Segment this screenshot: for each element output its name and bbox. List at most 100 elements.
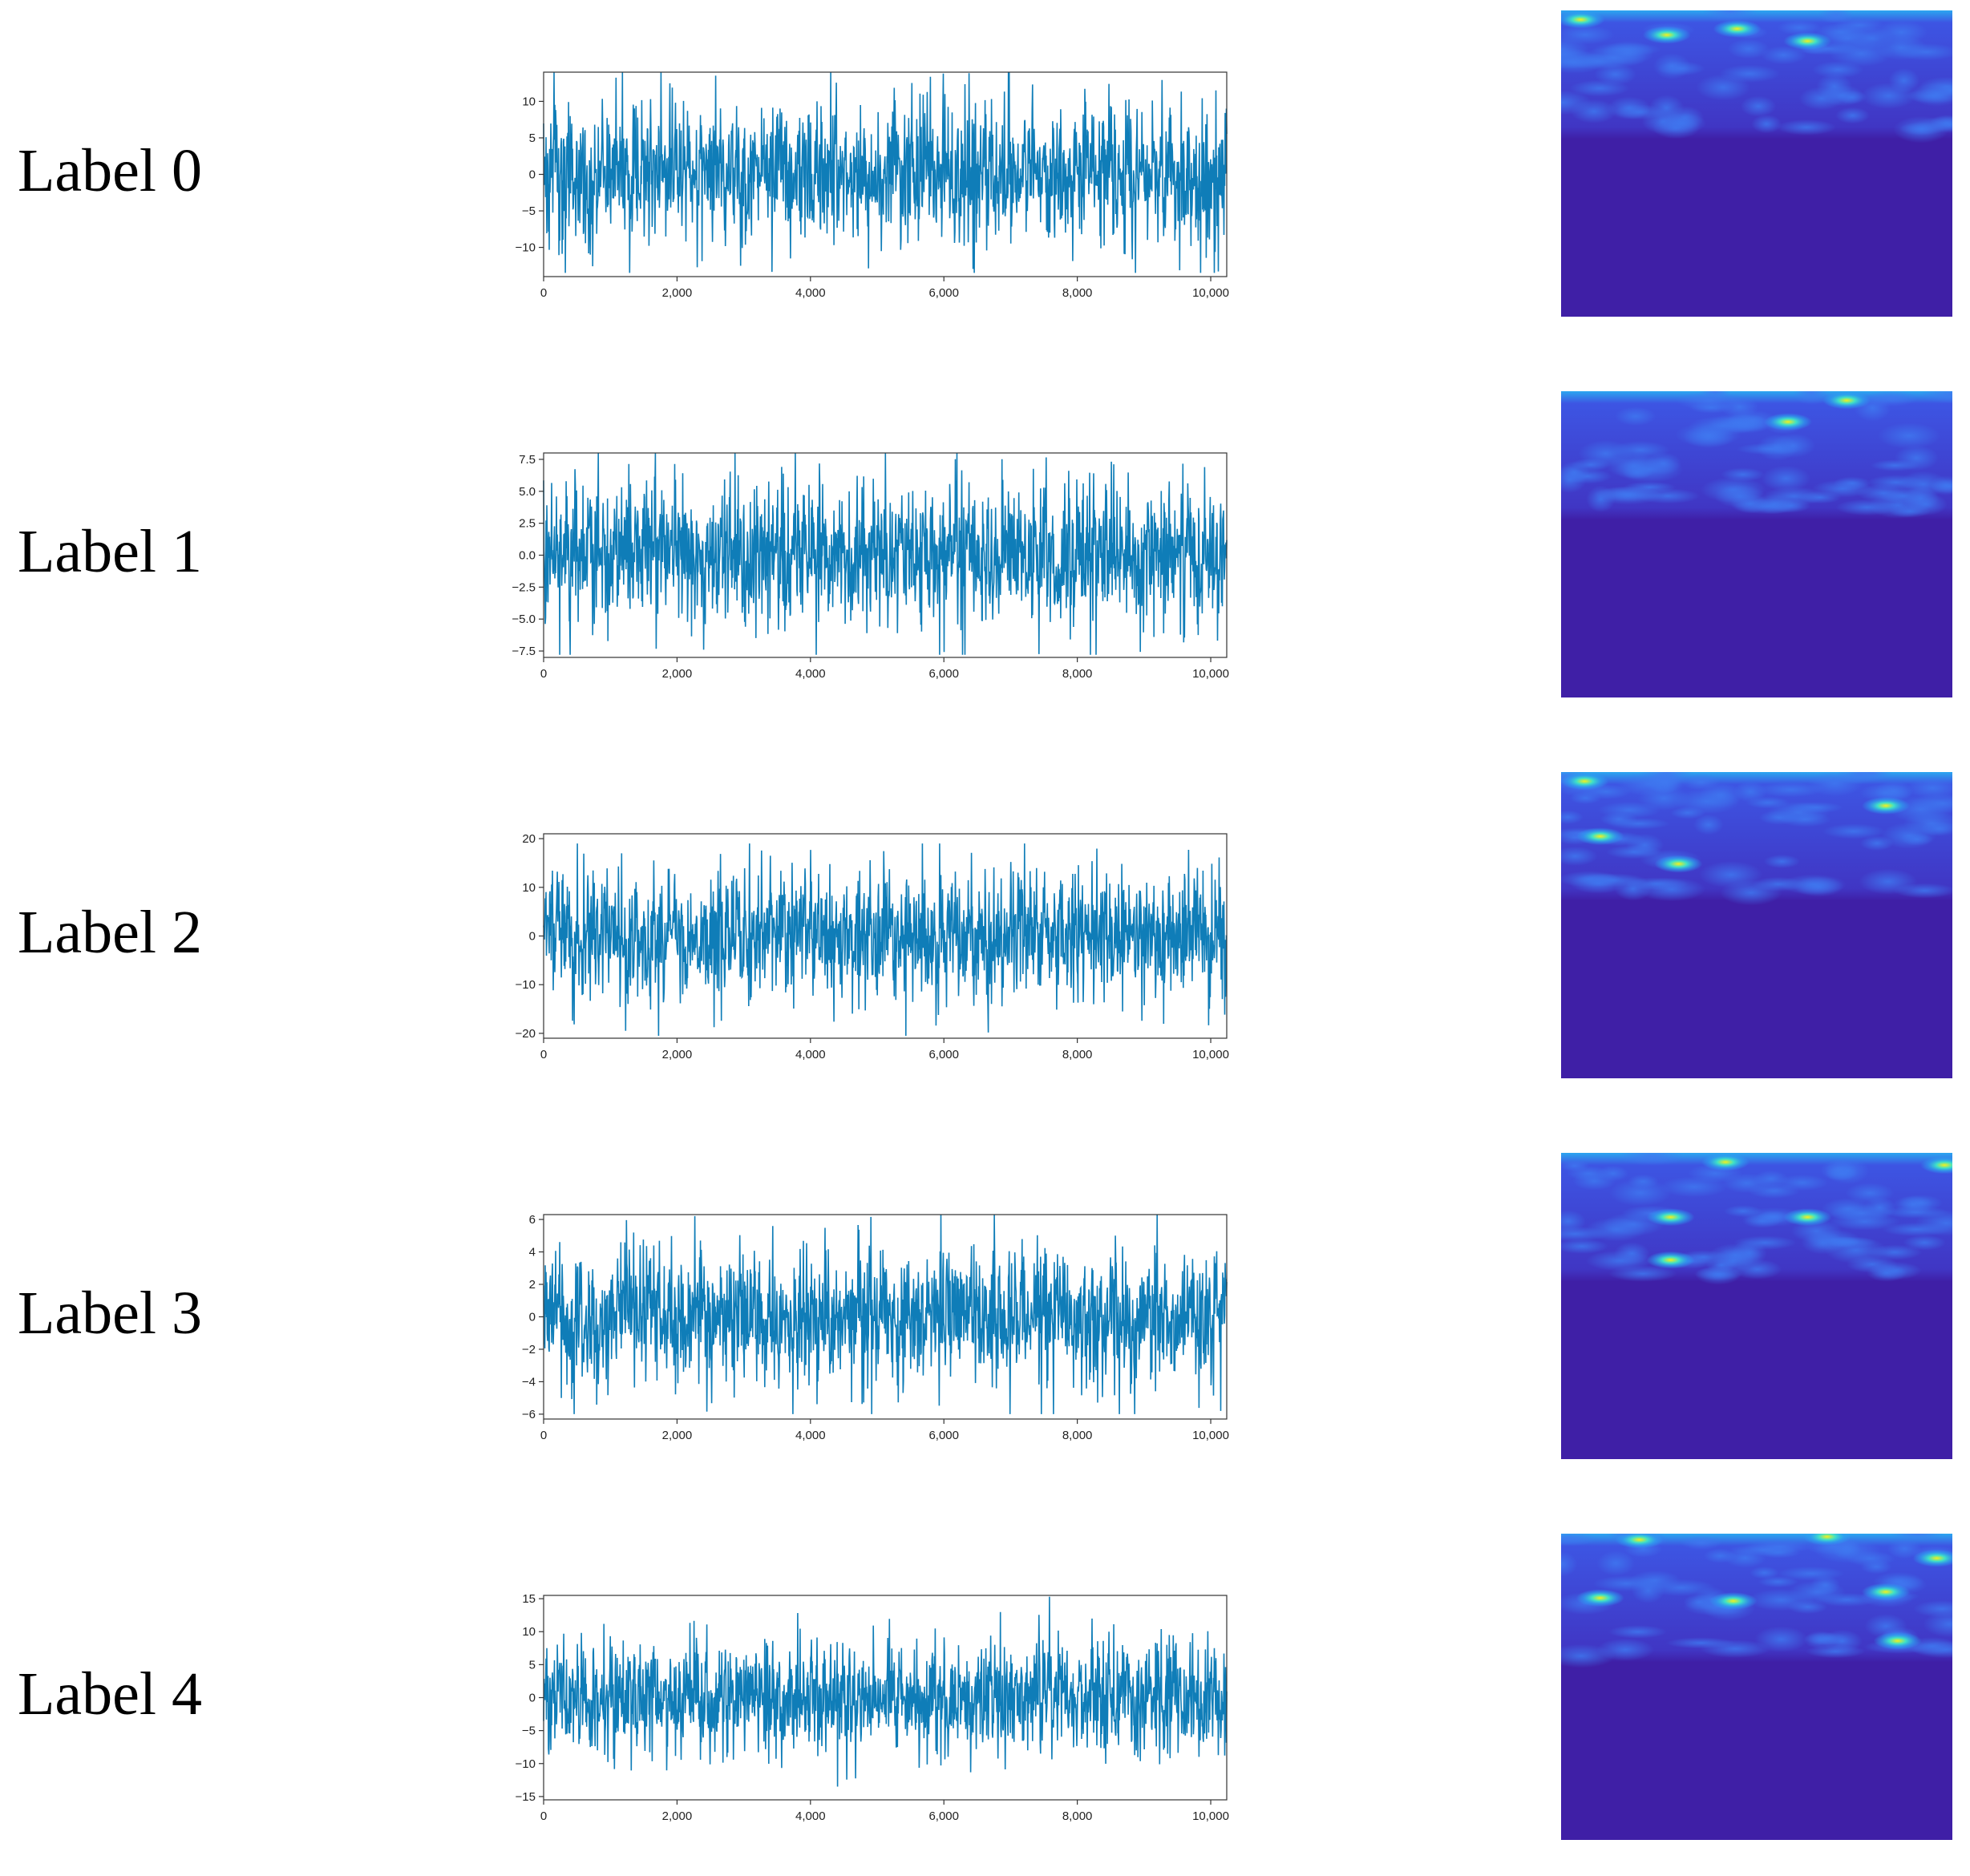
spectrogram-hotspot — [1802, 1534, 1851, 1546]
y-tick-label: 15 — [522, 1592, 536, 1606]
spectrogram-texture — [1703, 1548, 1737, 1563]
spectrogram-texture — [1913, 1600, 1952, 1618]
spectrogram-texture — [1561, 871, 1621, 887]
spectrogram-texture — [1733, 1259, 1782, 1280]
y-tick-label: 0 — [529, 168, 536, 182]
spectrogram-texture — [1758, 1575, 1798, 1588]
signal-series-line — [543, 843, 1228, 1037]
y-tick-label: 0 — [529, 1692, 536, 1705]
spectrogram-image — [1561, 1534, 1952, 1840]
spectrogram-texture — [1807, 772, 1863, 797]
x-tick-label: 4,000 — [795, 1809, 826, 1823]
spectrogram-hotspot — [1862, 797, 1910, 815]
spectrogram-texture — [1702, 10, 1758, 22]
chart-row: Label 3 0 2,000 4,000 6,000 8,000 10,000 6 4 2 0 −2… — [0, 1142, 1970, 1495]
y-tick-label: −2 — [522, 1343, 536, 1356]
spectrogram-texture — [1804, 1631, 1849, 1645]
spectrogram-texture — [1903, 1235, 1946, 1251]
spectrogram-texture — [1727, 38, 1770, 59]
spectrogram-texture — [1569, 791, 1602, 804]
spectrogram-texture — [1780, 874, 1847, 896]
spectrogram-texture — [1899, 122, 1945, 135]
spectrogram-hotspot — [1561, 10, 1605, 29]
spectrogram-texture — [1865, 391, 1918, 407]
chart-row: Label 2 0 2,000 4,000 6,000 8,000 10,000 20 10 0−… — [0, 762, 1970, 1114]
x-tick-label: 2,000 — [662, 1429, 693, 1442]
spectrogram-hotspot — [1713, 19, 1762, 38]
x-tick-label: 2,000 — [662, 1809, 693, 1823]
spectrogram-texture — [1777, 20, 1822, 35]
x-tick-label: 0 — [540, 667, 547, 681]
spectrogram-texture — [1680, 1535, 1723, 1550]
y-tick-label: −5 — [522, 204, 536, 218]
spectrogram-texture — [1763, 854, 1800, 869]
x-tick-label: 4,000 — [795, 667, 826, 681]
x-tick-label: 8,000 — [1062, 1048, 1093, 1061]
spectrogram-texture — [1594, 63, 1636, 86]
spectrogram-image — [1561, 391, 1952, 697]
y-tick-label: −10 — [516, 241, 536, 255]
spectrogram-texture — [1563, 468, 1612, 484]
spectrogram-texture — [1700, 1639, 1771, 1658]
spectrogram-texture — [1877, 423, 1941, 449]
spectrogram-texture — [1822, 1236, 1877, 1248]
spectrogram-texture — [1705, 1258, 1737, 1272]
x-tick-label: 4,000 — [795, 1429, 826, 1442]
x-tick-label: 6,000 — [928, 1429, 959, 1442]
signal-plot: 0 2,000 4,000 6,000 8,000 10,000 7.5 5.0 2.5 0.0 −… — [512, 452, 1229, 681]
spectrogram-texture — [1834, 18, 1884, 33]
spectrogram-texture — [1561, 1239, 1608, 1254]
x-tick-label: 0 — [540, 1429, 547, 1442]
spectrogram-hotspot — [1862, 1583, 1910, 1601]
spectrogram-texture — [1652, 53, 1691, 79]
spectrogram-hotspot — [1646, 1251, 1695, 1269]
x-tick-label: 6,000 — [928, 286, 959, 300]
spectrogram-texture — [1699, 782, 1743, 808]
spectrogram-texture — [1644, 452, 1682, 475]
y-tick-label: −2.5 — [512, 580, 536, 594]
spectrogram-hotspot — [1642, 26, 1691, 44]
spectrogram-texture — [1561, 90, 1592, 115]
y-tick-label: 5 — [529, 1658, 536, 1672]
spectrogram-texture — [1888, 67, 1919, 93]
spectrogram-texture — [1761, 465, 1811, 492]
x-tick-label: 10,000 — [1192, 1048, 1229, 1061]
spectrogram-texture — [1609, 1179, 1672, 1207]
x-tick-label: 2,000 — [662, 667, 693, 681]
spectrogram-texture — [1646, 1579, 1716, 1597]
x-tick-label: 6,000 — [928, 1809, 959, 1823]
chart-row: Label 1 0 2,000 4,000 6,000 8,000 10,000 7.5 5.0… — [0, 381, 1970, 734]
spectrogram-hotspot — [1764, 413, 1812, 431]
spectrogram-texture — [1895, 445, 1939, 471]
x-tick-label: 6,000 — [928, 1048, 959, 1061]
y-tick-label: 7.5 — [519, 453, 536, 467]
x-tick-label: 8,000 — [1062, 1429, 1093, 1442]
spectrogram-hotspot — [1822, 391, 1871, 410]
y-tick-label: 0.0 — [519, 549, 536, 563]
spectrogram-texture — [1859, 868, 1918, 895]
spectrogram-image — [1561, 10, 1952, 317]
spectrogram-texture — [1689, 415, 1758, 436]
y-tick-label: 0 — [529, 930, 536, 944]
spectrogram-texture — [1835, 107, 1870, 124]
spectrogram-texture — [1721, 467, 1765, 482]
spectrogram-hotspot — [1709, 1592, 1758, 1610]
spectrogram-texture — [1879, 488, 1927, 503]
spectrogram-texture — [1937, 84, 1952, 96]
y-tick-label: 5.0 — [519, 485, 536, 499]
spectrogram-texture — [1930, 479, 1952, 494]
spectrogram-hotspot — [1654, 855, 1703, 873]
y-tick-label: −20 — [516, 1027, 536, 1041]
spectrogram-texture — [1696, 74, 1751, 101]
spectrogram-texture — [1788, 802, 1843, 814]
x-tick-label: 0 — [540, 286, 547, 300]
y-tick-label: −7.5 — [512, 645, 536, 658]
signal-plot: 0 2,000 4,000 6,000 8,000 10,000 20 10 0 −10 −20 — [516, 832, 1229, 1061]
y-tick-label: −5 — [522, 1724, 536, 1738]
spectrogram-texture — [1648, 95, 1685, 121]
y-tick-label: 10 — [522, 95, 536, 108]
spectrogram-texture — [1787, 1599, 1828, 1614]
spectrogram-hotspot — [1783, 32, 1832, 51]
spectrogram-texture — [1821, 1198, 1875, 1220]
spectrogram-texture — [1561, 1534, 1597, 1546]
